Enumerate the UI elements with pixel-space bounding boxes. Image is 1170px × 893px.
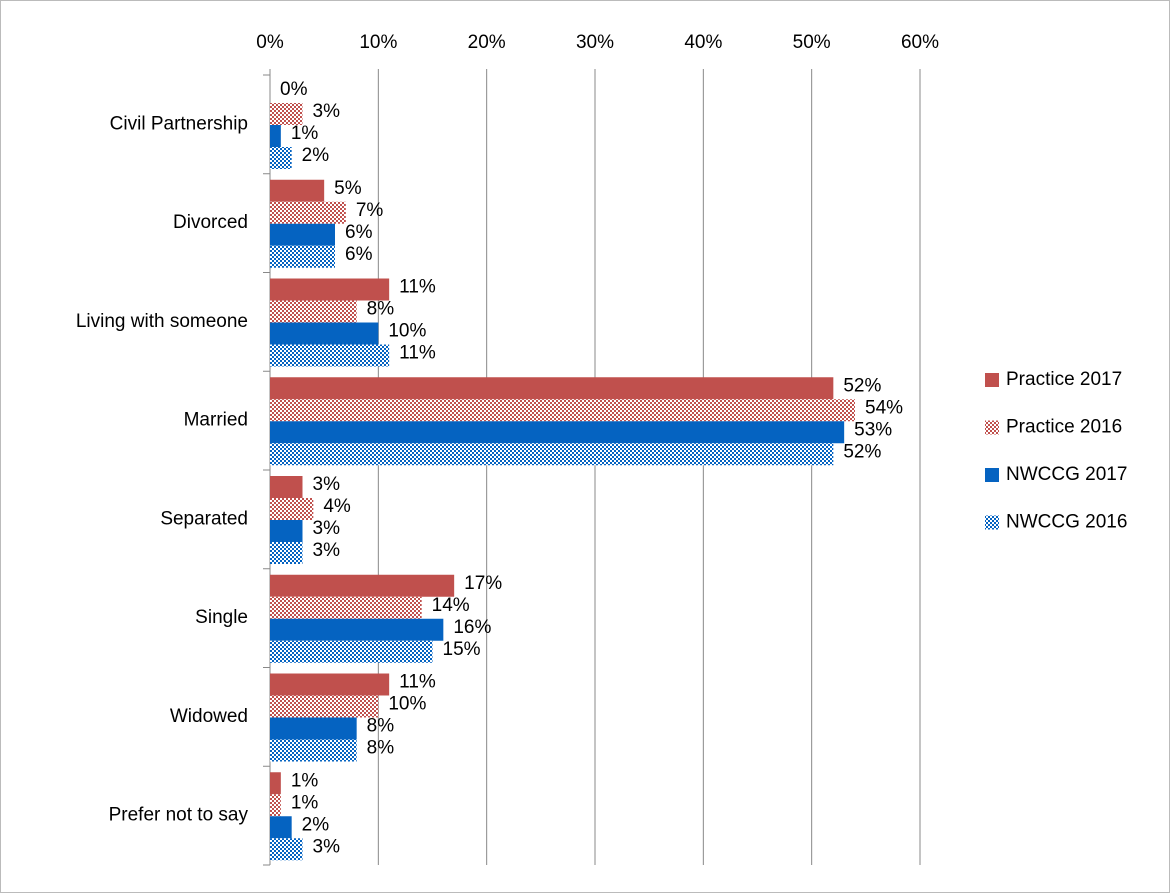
legend-label: NWCCG 2017	[1006, 464, 1127, 485]
bar	[270, 520, 303, 542]
data-label: 7%	[356, 200, 384, 221]
data-label: 16%	[453, 617, 491, 638]
data-label: 10%	[388, 321, 426, 342]
bar	[270, 421, 845, 444]
bar	[270, 717, 357, 740]
data-label: 3%	[313, 474, 341, 495]
bar	[270, 125, 281, 147]
data-label: 11%	[399, 343, 436, 364]
x-tick-label: 10%	[359, 32, 397, 53]
bar	[270, 103, 303, 125]
bar	[270, 147, 292, 169]
data-label: 17%	[464, 573, 502, 594]
data-label: 10%	[388, 694, 426, 715]
data-label: 8%	[367, 738, 395, 759]
bar	[270, 596, 422, 619]
x-tick-label: 50%	[793, 32, 831, 53]
x-tick-label: 60%	[901, 32, 939, 53]
bar	[270, 344, 390, 367]
data-label: 8%	[367, 299, 395, 320]
y-tick-label: Prefer not to say	[109, 805, 249, 826]
bar	[270, 201, 346, 224]
bar	[270, 618, 444, 641]
x-tick-label: 40%	[684, 32, 722, 53]
bar	[270, 574, 455, 597]
data-label: 14%	[432, 595, 470, 616]
bar	[270, 542, 303, 564]
data-label: 52%	[843, 375, 881, 396]
y-tick-label: Widowed	[170, 706, 248, 727]
bar	[270, 695, 379, 718]
bar	[270, 377, 834, 400]
data-label: 4%	[323, 496, 351, 517]
y-tick-label: Civil Partnership	[110, 113, 248, 134]
data-label: 1%	[291, 792, 319, 813]
data-label: 11%	[399, 672, 436, 693]
legend-swatch	[985, 468, 999, 482]
bar	[270, 179, 325, 202]
bar	[270, 443, 834, 466]
data-label: 5%	[334, 178, 362, 199]
bar	[270, 300, 357, 323]
legend-swatch	[985, 420, 999, 435]
bar	[270, 245, 335, 268]
y-tick-label: Married	[184, 410, 248, 431]
bar	[270, 673, 390, 696]
data-label: 2%	[302, 814, 330, 835]
legend-swatch	[985, 373, 999, 387]
bar	[270, 772, 281, 795]
data-label: 3%	[313, 518, 341, 539]
y-tick-label: Divorced	[173, 212, 248, 233]
data-label: 1%	[291, 123, 319, 144]
legend-label: Practice 2016	[1006, 417, 1122, 438]
legend-label: NWCCG 2016	[1006, 512, 1127, 533]
bar	[270, 498, 314, 520]
bar	[270, 739, 357, 762]
data-label: 6%	[345, 244, 373, 265]
legend-swatch	[985, 515, 999, 530]
data-label: 11%	[399, 277, 436, 298]
bar	[270, 794, 281, 817]
data-label: 8%	[367, 716, 395, 737]
bar	[270, 223, 335, 246]
data-label: 6%	[345, 222, 373, 243]
bar	[270, 838, 303, 861]
bar	[270, 322, 379, 345]
bar	[270, 816, 292, 839]
data-label: 3%	[313, 540, 341, 561]
y-tick-label: Separated	[160, 508, 248, 529]
data-label: 3%	[313, 836, 341, 857]
y-tick-label: Single	[195, 607, 248, 628]
x-tick-label: 20%	[468, 32, 506, 53]
legend-label: Practice 2017	[1006, 369, 1122, 390]
x-tick-label: 0%	[256, 32, 284, 53]
bar	[270, 278, 390, 301]
data-label: 52%	[843, 441, 881, 462]
bar	[270, 640, 433, 663]
bar	[270, 476, 303, 498]
data-label: 3%	[313, 101, 341, 122]
data-label: 1%	[291, 770, 319, 791]
y-tick-label: Living with someone	[76, 311, 248, 332]
bar	[270, 399, 855, 422]
data-label: 15%	[443, 639, 481, 660]
data-label: 54%	[865, 397, 903, 418]
data-label: 53%	[854, 419, 892, 440]
data-label: 2%	[302, 145, 330, 166]
data-label: 0%	[280, 79, 308, 100]
x-tick-label: 30%	[576, 32, 614, 53]
